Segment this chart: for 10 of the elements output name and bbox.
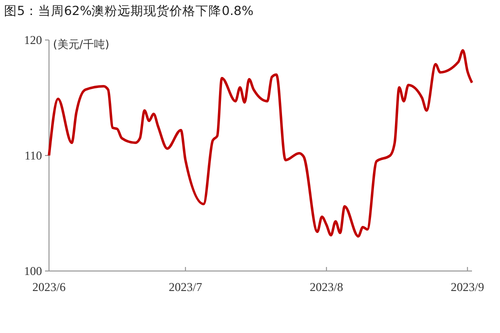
chart-title: 图5：当周62%澳粉远期现货价格下降0.8% [4, 3, 254, 18]
y-tick-label: 120 [24, 33, 42, 48]
x-tick-label: 2023/8 [310, 280, 344, 294]
y-axis-title: (美元/千吨) [53, 38, 110, 51]
line-series [48, 49, 474, 238]
x-tick-label: 2023/9 [450, 280, 484, 294]
x-tick-label: 2023/7 [168, 280, 202, 294]
y-tick-label: 100 [24, 264, 42, 278]
y-tick-label: 110 [24, 148, 42, 163]
x-tick-label: 2023/6 [32, 280, 66, 294]
